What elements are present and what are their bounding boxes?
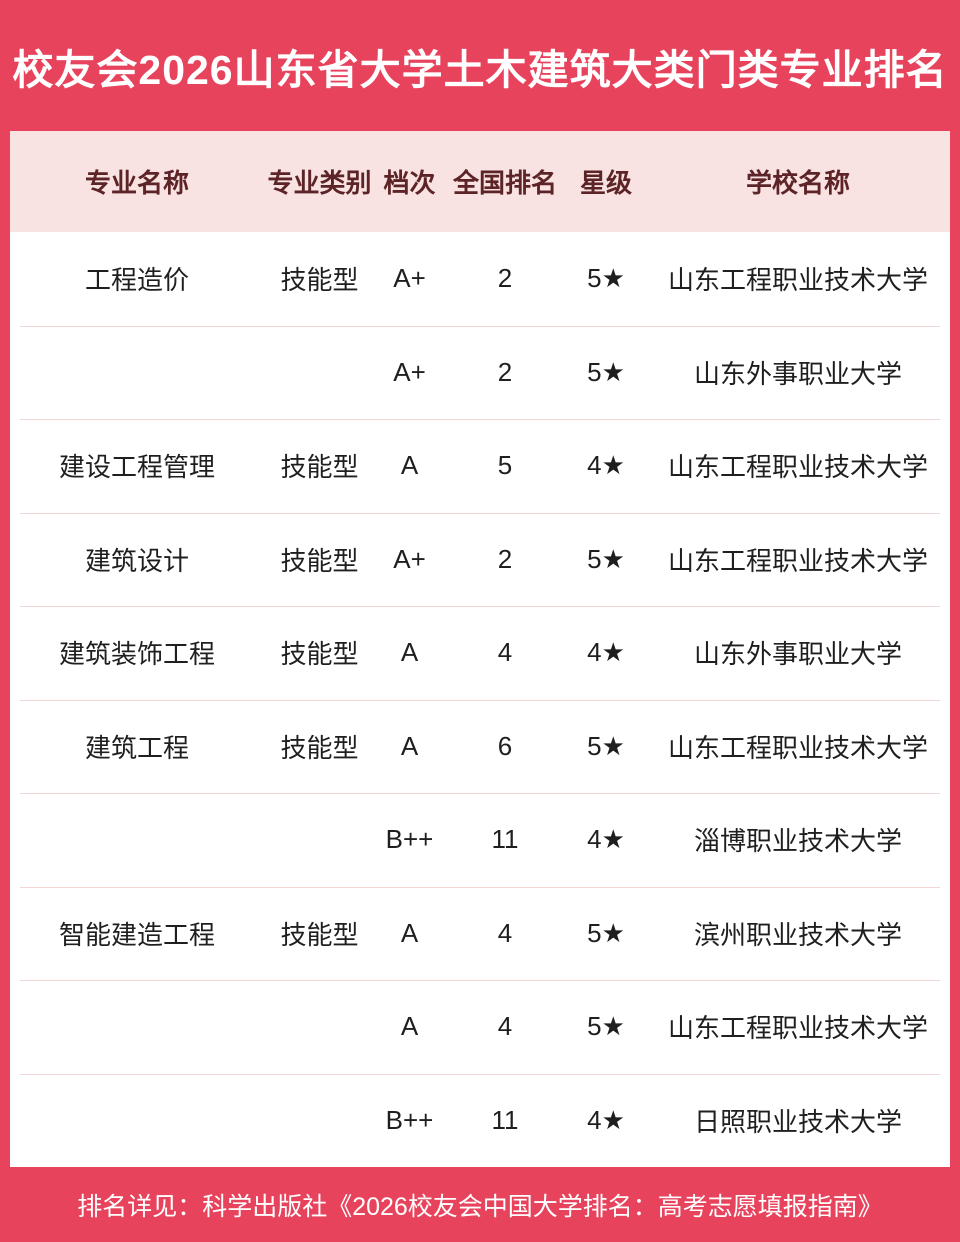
cell-grade: B++ — [385, 1104, 434, 1135]
table-header-row: 专业名称 专业类别 档次 全国排名 星级 学校名称 — [10, 131, 950, 232]
cell-grade: A+ — [393, 356, 426, 387]
cell-school-name: 山东工程职业技术大学 — [667, 452, 928, 483]
cell-grade: A — [400, 1011, 419, 1042]
ranking-table: 专业名称 专业类别 档次 全国排名 星级 学校名称 工程造价 技能型 A+ 2 … — [10, 131, 950, 1167]
cell-major-name: 建筑工程 — [84, 732, 189, 763]
cell-star-level: 5★ — [587, 730, 625, 761]
cell-school-name: 淄博职业技术大学 — [693, 826, 902, 857]
cell-star-level: 5★ — [587, 356, 625, 387]
table-row: B++ 11 4★ 日照职业技术大学 — [10, 1073, 950, 1168]
cell-national-rank: 2 — [497, 356, 513, 387]
cell-school-name: 山东工程职业技术大学 — [667, 1013, 928, 1044]
column-header-star-level: 星级 — [579, 168, 632, 198]
table-row: 建设工程管理 技能型 A 5 4★ 山东工程职业技术大学 — [10, 419, 950, 513]
cell-major-type: 技能型 — [280, 919, 359, 950]
cell-school-name: 山东外事职业大学 — [693, 639, 902, 670]
footer-source-note: 排名详见：科学出版社《2026校友会中国大学排名：高考志愿填报指南》 — [77, 1192, 883, 1221]
cell-major-name: 建筑装饰工程 — [58, 639, 215, 670]
cell-grade: A+ — [393, 263, 426, 294]
cell-school-name: 滨州职业技术大学 — [693, 919, 902, 950]
cell-grade: A — [400, 917, 419, 948]
cell-grade: A — [400, 450, 419, 481]
table-row: B++ 11 4★ 淄博职业技术大学 — [10, 793, 950, 887]
column-header-major-type: 专业类别 — [267, 168, 372, 198]
table-row: A 4 5★ 山东工程职业技术大学 — [10, 980, 950, 1074]
cell-star-level: 5★ — [587, 917, 625, 948]
column-header-grade: 档次 — [383, 168, 436, 198]
cell-star-level: 4★ — [587, 450, 625, 481]
table-row: 智能建造工程 技能型 A 4 5★ 滨州职业技术大学 — [10, 886, 950, 981]
cell-national-rank: 2 — [497, 263, 513, 294]
cell-star-level: 4★ — [587, 1104, 625, 1135]
title-banner: 校友会2026山东省大学土木建筑大类门类专业排名 — [0, 0, 960, 131]
cell-school-name: 山东外事职业大学 — [693, 358, 902, 389]
cell-major-type: 技能型 — [280, 545, 359, 576]
table-row: 建筑设计 技能型 A+ 2 5★ 山东工程职业技术大学 — [10, 512, 950, 607]
cell-grade: A — [400, 637, 419, 668]
cell-major-type: 技能型 — [280, 265, 359, 296]
cell-star-level: 5★ — [587, 543, 625, 574]
cell-national-rank: 2 — [497, 543, 513, 574]
cell-school-name: 山东工程职业技术大学 — [667, 732, 928, 763]
cell-major-type: 技能型 — [280, 639, 359, 670]
cell-star-level: 5★ — [587, 1011, 625, 1042]
column-header-school-name: 学校名称 — [745, 168, 850, 198]
cell-star-level: 5★ — [587, 263, 625, 294]
column-header-major-name: 专业名称 — [84, 168, 189, 198]
cell-national-rank: 4 — [497, 917, 513, 948]
cell-national-rank: 4 — [497, 637, 513, 668]
cell-national-rank: 6 — [497, 730, 513, 761]
cell-major-type: 技能型 — [280, 452, 359, 483]
cell-school-name: 山东工程职业技术大学 — [667, 545, 928, 576]
cell-major-name: 智能建造工程 — [58, 919, 215, 950]
cell-national-rank: 5 — [497, 450, 513, 481]
cell-school-name: 日照职业技术大学 — [693, 1106, 902, 1137]
cell-grade: B++ — [385, 824, 434, 855]
column-header-national-rank: 全国排名 — [452, 168, 557, 198]
page-title: 校友会2026山东省大学土木建筑大类门类专业排名 — [12, 46, 948, 93]
cell-star-level: 4★ — [587, 824, 625, 855]
table-row: A+ 2 5★ 山东外事职业大学 — [10, 325, 950, 420]
cell-major-name: 工程造价 — [84, 265, 189, 296]
cell-national-rank: 11 — [491, 1104, 519, 1135]
cell-star-level: 4★ — [587, 637, 625, 668]
cell-school-name: 山东工程职业技术大学 — [667, 265, 928, 296]
cell-national-rank: 11 — [491, 824, 519, 855]
table-row: 建筑工程 技能型 A 6 5★ 山东工程职业技术大学 — [10, 699, 950, 794]
footer-bar: 排名详见：科学出版社《2026校友会中国大学排名：高考志愿填报指南》 — [0, 1167, 960, 1242]
cell-major-name: 建设工程管理 — [58, 452, 215, 483]
cell-national-rank: 4 — [497, 1011, 513, 1042]
table-row: 工程造价 技能型 A+ 2 5★ 山东工程职业技术大学 — [10, 232, 950, 326]
table-body: 工程造价 技能型 A+ 2 5★ 山东工程职业技术大学 A+ 2 5★ 山东外事… — [10, 232, 950, 1167]
table-row: 建筑装饰工程 技能型 A 4 4★ 山东外事职业大学 — [10, 606, 950, 700]
cell-grade: A+ — [393, 543, 426, 574]
cell-major-type: 技能型 — [280, 732, 359, 763]
cell-grade: A — [400, 730, 419, 761]
cell-major-name: 建筑设计 — [84, 545, 189, 576]
